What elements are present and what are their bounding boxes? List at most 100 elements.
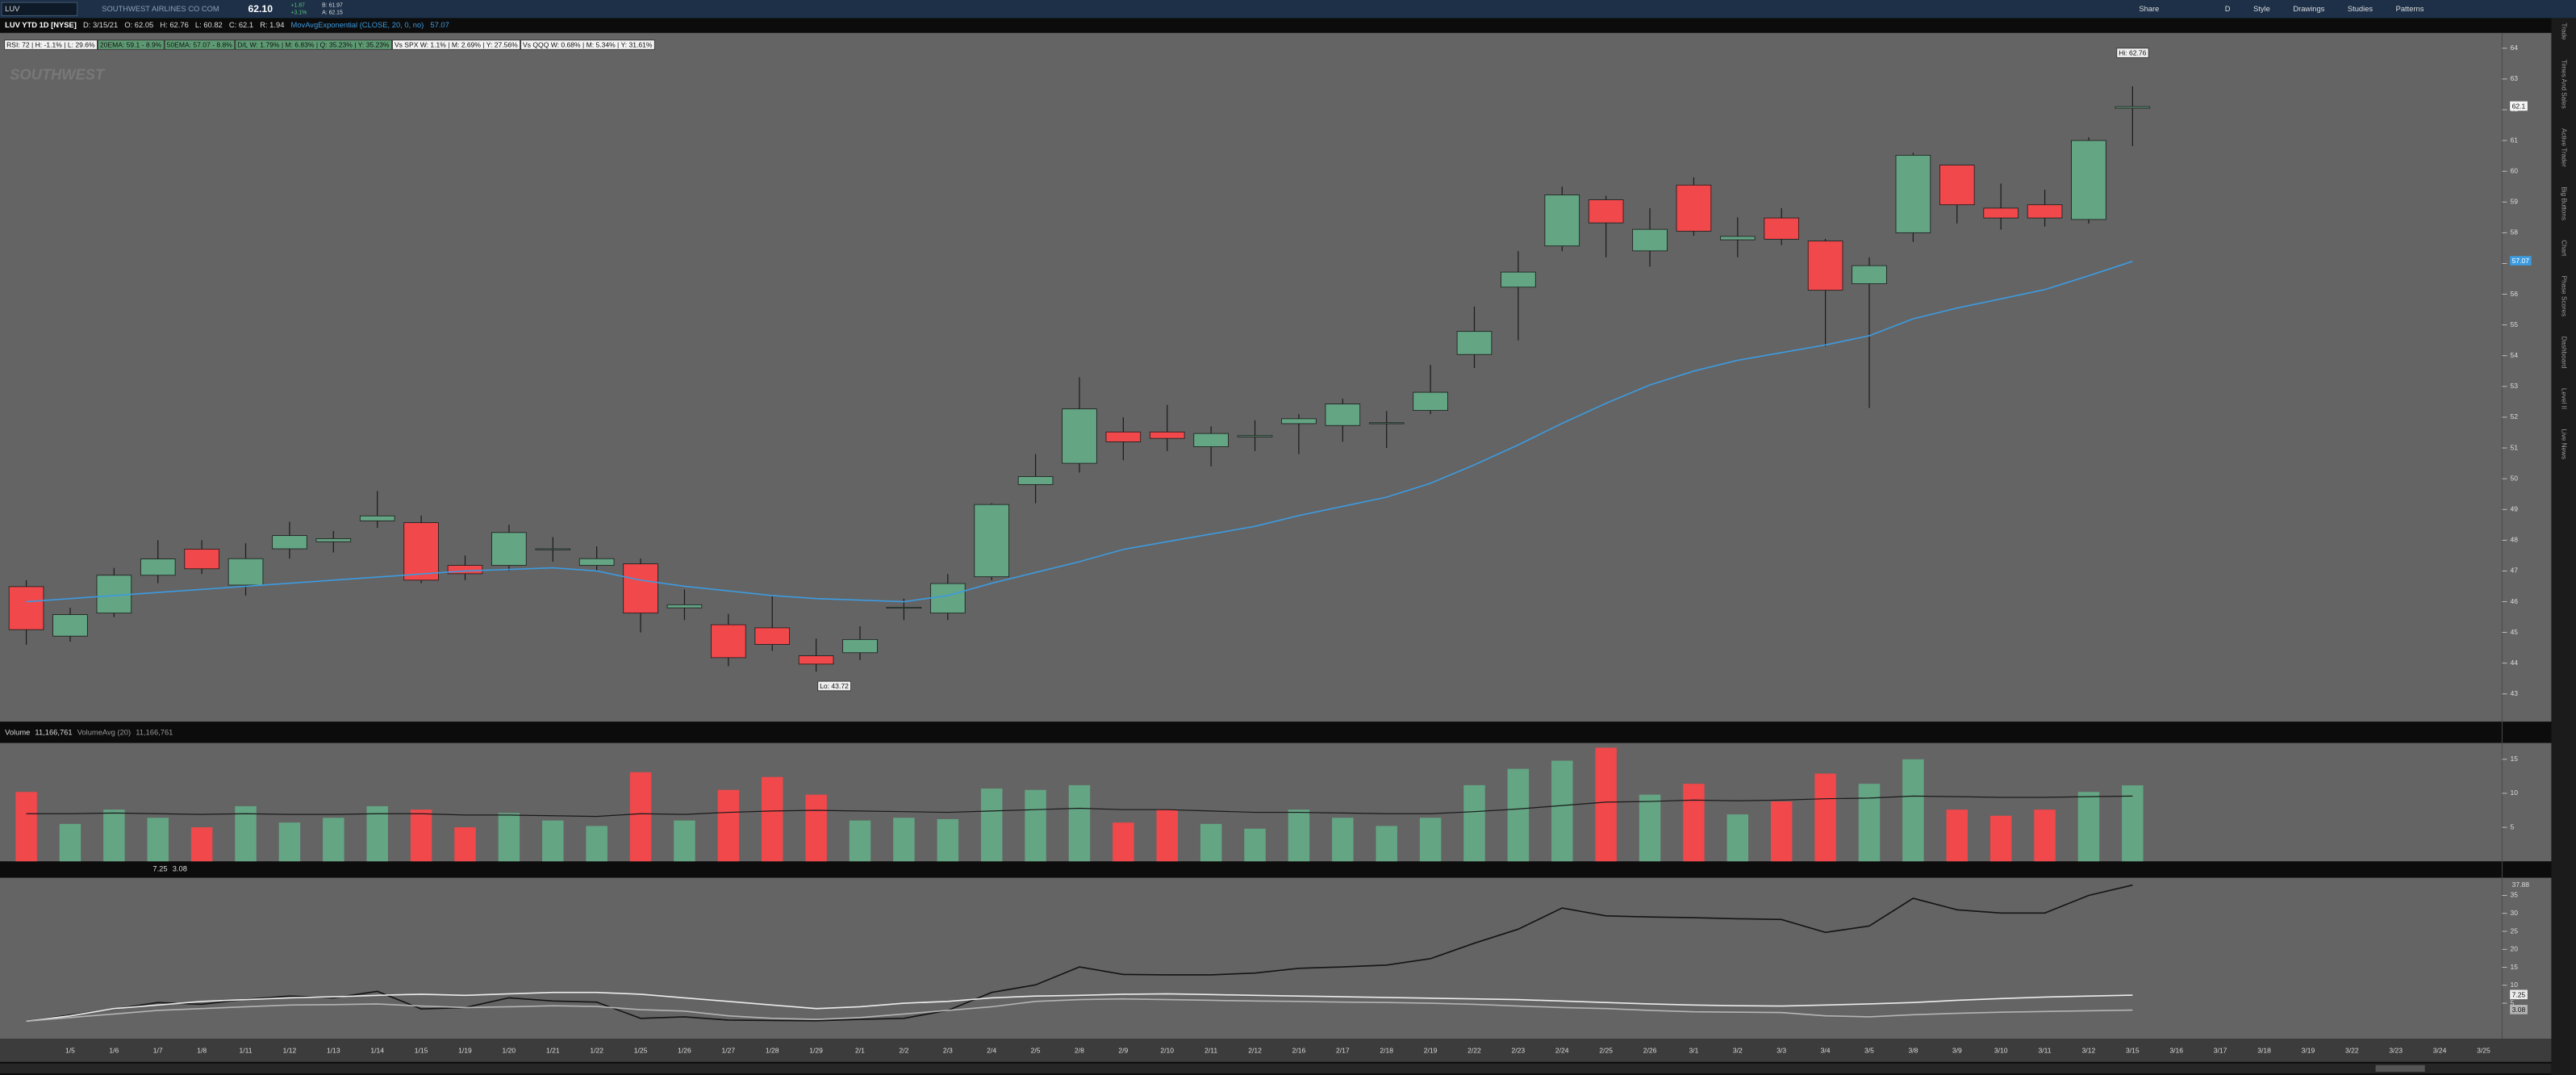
candle-body xyxy=(1852,265,1887,285)
y-tick-label: 63 xyxy=(2511,74,2519,82)
sidebar-tab[interactable]: Times And Sales xyxy=(2561,60,2568,109)
candle-body xyxy=(2115,106,2151,109)
x-tick-label: 3/15 xyxy=(2126,1047,2140,1055)
y-tick-label: 64 xyxy=(2511,44,2519,52)
candle-body xyxy=(578,558,615,566)
x-tick-label: 1/27 xyxy=(722,1047,736,1055)
volume-bar xyxy=(1156,809,1178,862)
price-panel xyxy=(0,32,2552,722)
x-tick-label: 1/14 xyxy=(370,1047,384,1055)
study-line xyxy=(26,884,2133,1023)
last-price: 62.10 xyxy=(248,3,273,15)
y-tick-label: 20 xyxy=(2511,945,2519,953)
volume-bar xyxy=(629,772,652,862)
y-tick-label: 58 xyxy=(2511,228,2519,236)
ohlc-item: D: 3/15/21 xyxy=(83,22,118,30)
x-tick-label: 1/22 xyxy=(590,1047,603,1055)
x-tick-label: 3/12 xyxy=(2082,1047,2096,1055)
x-tick-label: 3/10 xyxy=(1994,1047,2008,1055)
candle-body xyxy=(2027,204,2063,219)
volume-bar xyxy=(498,813,520,862)
volume-bar xyxy=(1639,794,1661,862)
toolbar-button[interactable]: D xyxy=(2225,5,2231,13)
x-tick-label: 3/24 xyxy=(2433,1047,2447,1055)
y-tick-label: 59 xyxy=(2511,198,2519,206)
volume-bar xyxy=(190,827,213,862)
candle-body xyxy=(1720,236,1756,241)
candle-body xyxy=(8,586,44,630)
x-tick-label: 1/8 xyxy=(197,1047,207,1055)
sidebar-tab[interactable]: Level II xyxy=(2561,388,2568,409)
candle-body xyxy=(1062,408,1097,464)
volume-bar xyxy=(147,818,169,862)
scroll-thumb[interactable] xyxy=(2375,1065,2425,1072)
y-tick-label: 53 xyxy=(2511,382,2519,390)
x-tick-label: 2/5 xyxy=(1031,1047,1041,1055)
volume-bar xyxy=(1770,801,1793,862)
y-tick-label: 5 xyxy=(2511,822,2515,830)
symbol-input[interactable] xyxy=(1,2,78,16)
x-tick-label: 1/15 xyxy=(415,1047,428,1055)
logo: SOUTHWEST xyxy=(10,66,106,83)
x-tick-label: 3/16 xyxy=(2169,1047,2183,1055)
sidebar-tab[interactable]: Phase Scores xyxy=(2561,276,2568,317)
y-tick-label: 45 xyxy=(2511,628,2519,636)
x-tick-label: 3/25 xyxy=(2477,1047,2490,1055)
x-tick-label: 1/25 xyxy=(634,1047,648,1055)
sidebar-tab[interactable]: Active Trader xyxy=(2561,128,2568,167)
y-tick-label: 15 xyxy=(2511,963,2519,971)
y-tick-label: 51 xyxy=(2511,443,2519,451)
badge: D/L W: 1.79% | M: 6.83% | Q: 35.23% | Y:… xyxy=(237,40,390,48)
sidebar-tab[interactable]: Dashboard xyxy=(2561,337,2568,369)
badge-box xyxy=(520,40,655,50)
x-tick-label: 1/12 xyxy=(283,1047,297,1055)
y-tick-label: 10 xyxy=(2511,981,2519,989)
badge-box xyxy=(235,40,392,50)
toolbar-button[interactable]: Style xyxy=(2253,5,2270,13)
x-tick-label: 2/2 xyxy=(899,1047,908,1055)
toolbar-button[interactable]: Share xyxy=(2139,5,2159,13)
sidebar-tab[interactable]: Live News xyxy=(2561,429,2568,459)
volume-bar xyxy=(454,827,476,862)
toolbar-button[interactable]: Studies xyxy=(2348,5,2374,13)
volume-bar xyxy=(323,818,344,862)
symbol[interactable]: LUV xyxy=(5,5,20,13)
y-tick-label: 30 xyxy=(2511,909,2519,917)
ohlc-item: L: 60.82 xyxy=(195,22,223,30)
toolbar xyxy=(0,0,2576,19)
x-tick-label: 2/22 xyxy=(1468,1047,1481,1055)
x-tick-label: 2/16 xyxy=(1292,1047,1306,1055)
sidebar-tab[interactable]: Trade xyxy=(2561,23,2568,40)
badge-box xyxy=(4,40,98,50)
candle-body xyxy=(315,538,352,542)
bid: B: 61.97 xyxy=(322,3,343,9)
sidebar-tab[interactable]: Big Buttons xyxy=(2561,186,2568,220)
y-tick-label: 47 xyxy=(2511,567,2519,575)
volume-bar xyxy=(278,822,301,862)
ohlc-item: C: 62.1 xyxy=(229,22,253,30)
toolbar-button[interactable]: Drawings xyxy=(2293,5,2324,13)
toolbar-button[interactable]: Patterns xyxy=(2396,5,2424,13)
volume-bar xyxy=(2122,785,2144,862)
candle-body xyxy=(754,627,791,645)
x-tick-label: 2/17 xyxy=(1336,1047,1350,1055)
x-tick-label: 1/6 xyxy=(109,1047,119,1055)
candle-body xyxy=(1237,435,1273,437)
indicator-value-label: 3.08 xyxy=(2512,1006,2526,1014)
study-line xyxy=(26,795,2133,818)
sidebar-tab[interactable]: Chart xyxy=(2561,240,2568,257)
x-tick-label: 3/8 xyxy=(1908,1047,1918,1055)
candle-body xyxy=(1368,422,1405,425)
volume-bar xyxy=(1946,809,1969,862)
ohlc-item: H: 62.76 xyxy=(160,22,188,30)
badge-box xyxy=(164,40,236,50)
y-tick-label: 54 xyxy=(2511,351,2519,359)
x-tick-label: 1/11 xyxy=(240,1047,253,1055)
badge: RSI: 72 | H: -1.1% | L: 29.6% xyxy=(6,40,95,48)
y-tick-label: 43 xyxy=(2511,689,2519,697)
x-tick-label: 3/9 xyxy=(1952,1047,1962,1055)
volume-bar xyxy=(1683,784,1705,862)
scrollbar[interactable] xyxy=(0,1063,2552,1073)
volume-bar xyxy=(1858,784,1881,862)
